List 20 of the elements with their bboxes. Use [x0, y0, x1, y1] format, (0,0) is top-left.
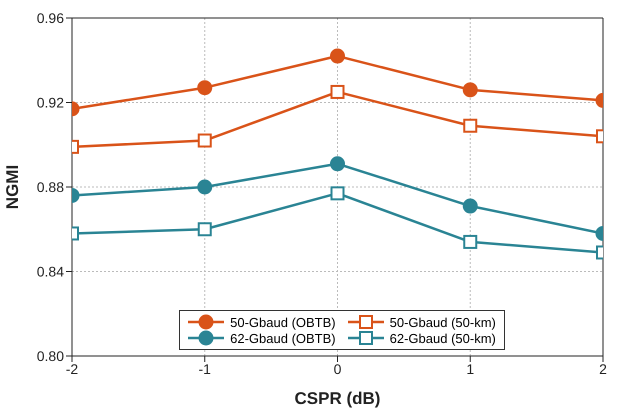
x-tick-label: 0 [334, 360, 342, 377]
legend-label: 50-Gbaud (50-km) [390, 314, 496, 330]
point [330, 84, 344, 99]
point [330, 156, 345, 172]
y-axis-title: NGMI [3, 164, 22, 210]
y-tick-label: 0.84 [36, 263, 64, 280]
x-tick-label: 1 [466, 360, 474, 377]
point [330, 48, 345, 64]
y-tick-label: 0.80 [36, 348, 64, 364]
y-tick-label: 0.88 [36, 178, 64, 195]
point [330, 186, 344, 200]
x-tick-label: -1 [198, 360, 212, 377]
y-tick-label: 0.96 [36, 10, 64, 26]
legend-label: 50-Gbaud (OBTB) [230, 314, 336, 330]
legend-label: 62-Gbaud (50-km) [390, 330, 496, 346]
y-tick-label: 0.92 [36, 94, 64, 110]
x-tick-label: -2 [66, 360, 78, 377]
legend-label: 62-Gbaud (OBTB) [230, 330, 336, 346]
x-tick-label: 2 [599, 360, 608, 377]
x-axis-title: CSPR (dB) [294, 389, 380, 408]
